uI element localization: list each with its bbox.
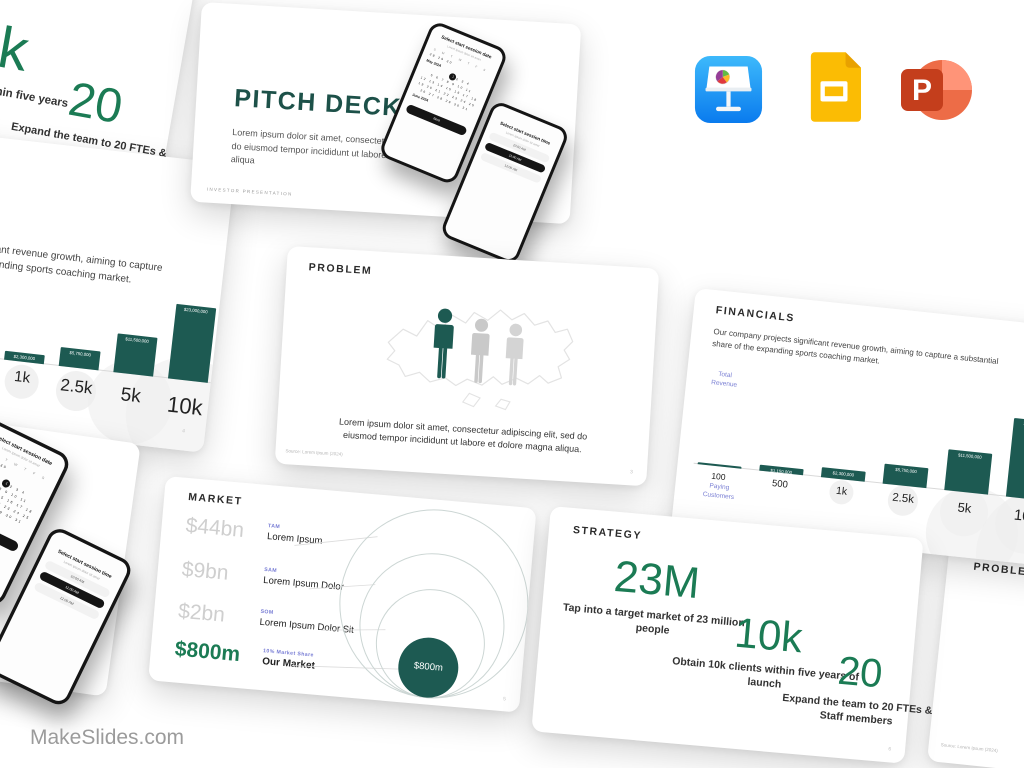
slide-problem: PROBLEM Lorem ipsum dolor sit amet, cons…: [274, 246, 660, 487]
person-icon: [433, 308, 454, 379]
person-icon: [470, 318, 490, 384]
cover-title: PITCH DECK: [233, 84, 403, 123]
brand-link[interactable]: MakeSlides.com: [30, 726, 185, 749]
source-note: Source: Lorem Ipsum (2024): [940, 742, 998, 754]
svg-text:P: P: [912, 74, 932, 107]
google-slides-icon: [807, 52, 861, 127]
slide-strategy: STRATEGY 23M Tap into a target market of…: [531, 506, 933, 764]
slide-title: MARKET: [187, 491, 244, 508]
page-number: 4: [181, 428, 186, 435]
slide-title: PROBLEM: [308, 261, 373, 278]
financials-chart: $230,000 $1,150,000 $2,300,000 $5,750,00…: [693, 369, 1024, 526]
slide-title: FINANCIALS: [715, 304, 796, 325]
source-note: Source: Lorem Ipsum (2024): [285, 448, 343, 457]
person-icon: [505, 323, 524, 386]
financials-intro: Our company projects significant revenue…: [711, 327, 999, 366]
cover-eyebrow: INVESTOR PRESENTATION: [206, 186, 293, 197]
map-outline: [386, 309, 574, 411]
next-button: Next: [405, 103, 468, 136]
slide-title: STRATEGY: [572, 524, 643, 543]
page-number: 3: [629, 469, 634, 476]
powerpoint-icon: P: [894, 53, 975, 133]
slide-market: MARKET $44bn TAM Lorem Ipsum $9bn SAM Lo…: [148, 476, 537, 713]
slide-problem-partial: PROBLEM Source: Lorem Ipsum (2024): [927, 542, 1024, 768]
slide-title: PROBLEM: [972, 560, 1024, 580]
slide-cover: PITCH DECK Lorem ipsum dolor sit amet, c…: [190, 2, 582, 266]
page-number: 6: [888, 746, 892, 753]
keynote-icon: [694, 55, 763, 129]
x-axis-label: Paying Customers: [702, 482, 735, 501]
tam-sam-som-circles: [291, 509, 529, 699]
page-number: 5: [502, 696, 507, 703]
